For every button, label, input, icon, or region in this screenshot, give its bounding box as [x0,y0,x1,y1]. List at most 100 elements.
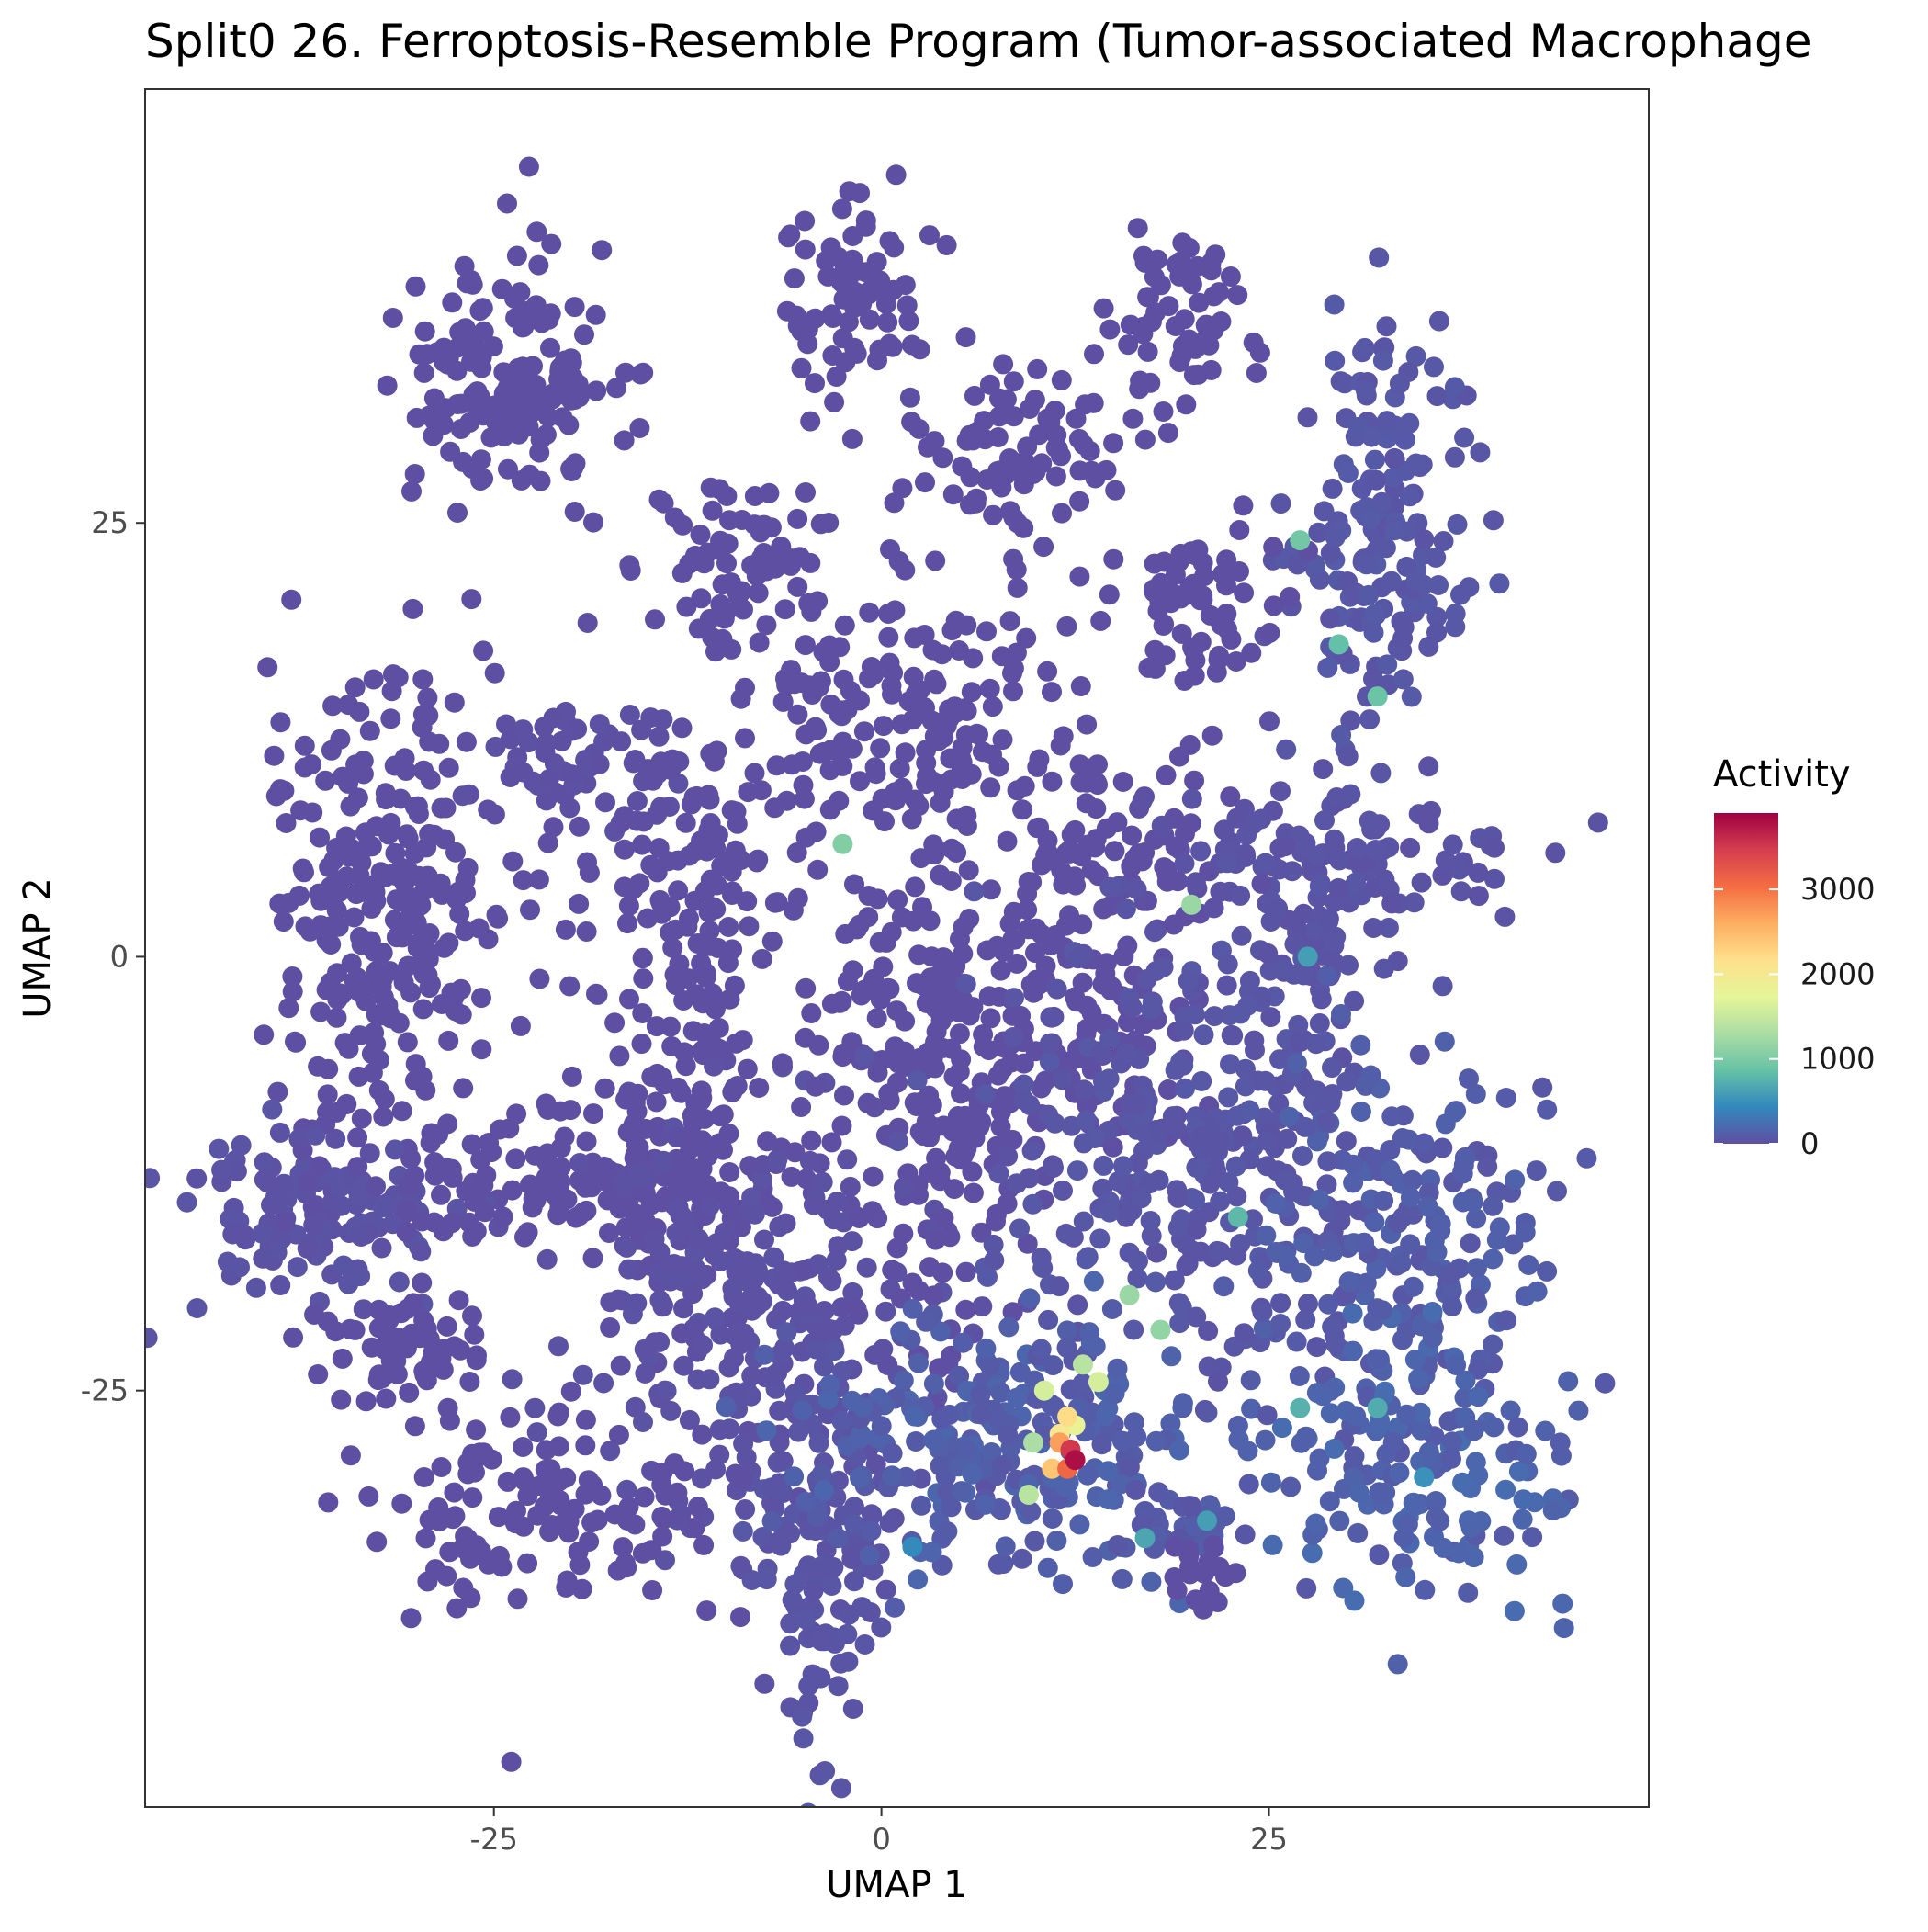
data-point [417,687,438,708]
data-point [434,829,456,850]
data-point [310,890,332,911]
data-point [932,447,953,469]
data-point [1550,1432,1571,1453]
data-point [550,1171,571,1192]
data-point [1428,311,1449,332]
data-point [1411,1419,1432,1441]
data-point [1181,1188,1202,1208]
data-point [797,1555,818,1576]
data-point [651,1506,672,1527]
data-point [998,1425,1019,1446]
data-point [786,305,806,326]
data-point [362,1062,383,1083]
data-point [908,1352,929,1373]
data-point [1069,491,1090,512]
data-point [1144,553,1165,574]
data-point [933,1208,954,1228]
data-point [1483,1417,1505,1438]
data-point [1460,1233,1481,1254]
data-point [958,860,979,881]
data-point [1262,1534,1283,1555]
data-point [673,1298,693,1319]
data-point [459,1372,480,1392]
data-point [856,1257,877,1278]
data-point [1340,784,1361,805]
data-point [350,926,370,947]
data-point [955,1261,976,1282]
data-point [1099,1202,1120,1223]
data-point [358,1486,379,1507]
data-point [648,726,670,747]
data-point [679,1409,700,1430]
data-point [1218,1172,1239,1192]
data-point [1077,834,1099,855]
data-point [1375,537,1396,559]
data-point [576,921,597,942]
data-point [471,988,491,1009]
data-point [693,993,714,1014]
data-point [1354,337,1375,358]
data-point [692,1269,713,1290]
data-point [1088,754,1108,775]
data-point [1396,556,1417,577]
data-point [1007,577,1028,598]
data-point [1526,1160,1547,1181]
data-point [400,982,422,1003]
data-point [1007,1173,1027,1194]
data-point [478,799,499,820]
data-point [1053,1180,1073,1201]
data-point [719,989,740,1010]
data-point [1002,662,1022,684]
data-point [374,1089,395,1110]
data-point [1545,842,1566,864]
data-point [988,1163,1009,1184]
data-point [857,1092,878,1113]
data-point [373,1005,394,1026]
data-point [1209,645,1230,666]
data-point [821,1271,842,1292]
data-point [600,1292,621,1313]
data-point [1206,661,1227,683]
data-point [1483,1248,1504,1270]
data-point [1402,1169,1423,1191]
data-point [893,1177,914,1198]
data-point [832,328,853,349]
data-point [1309,569,1330,590]
data-point [652,1526,673,1547]
legend-tick-label: 3000 [1800,872,1875,907]
data-point [756,615,777,636]
data-point [485,411,506,432]
data-point [735,1499,756,1520]
data-point [549,361,570,382]
data-point [873,716,894,737]
data-point [585,304,606,325]
data-point [1489,573,1510,594]
data-point [502,1180,523,1201]
cluster-c1 [377,156,654,533]
data-point [552,407,573,428]
data-point [535,742,556,763]
data-point [1173,1055,1194,1076]
data-point [1099,319,1121,340]
data-point [784,1142,806,1163]
data-point [529,968,550,989]
data-point [1465,1084,1486,1104]
data-point [1331,1004,1351,1024]
data-point [1144,658,1166,679]
data-point [699,1196,720,1217]
data-point [512,317,533,338]
data-point [820,694,841,715]
data-point [633,811,654,832]
data-point [789,547,810,568]
data-point [1059,905,1079,926]
data-point [404,464,425,484]
data-point [851,1597,873,1618]
data-point [254,1024,275,1045]
data-point [656,1381,677,1402]
data-point [631,1034,652,1055]
data-point [915,472,935,493]
data-point [904,1406,925,1427]
data-point [1089,1228,1111,1249]
data-point [615,362,636,383]
data-point [1067,1294,1088,1316]
